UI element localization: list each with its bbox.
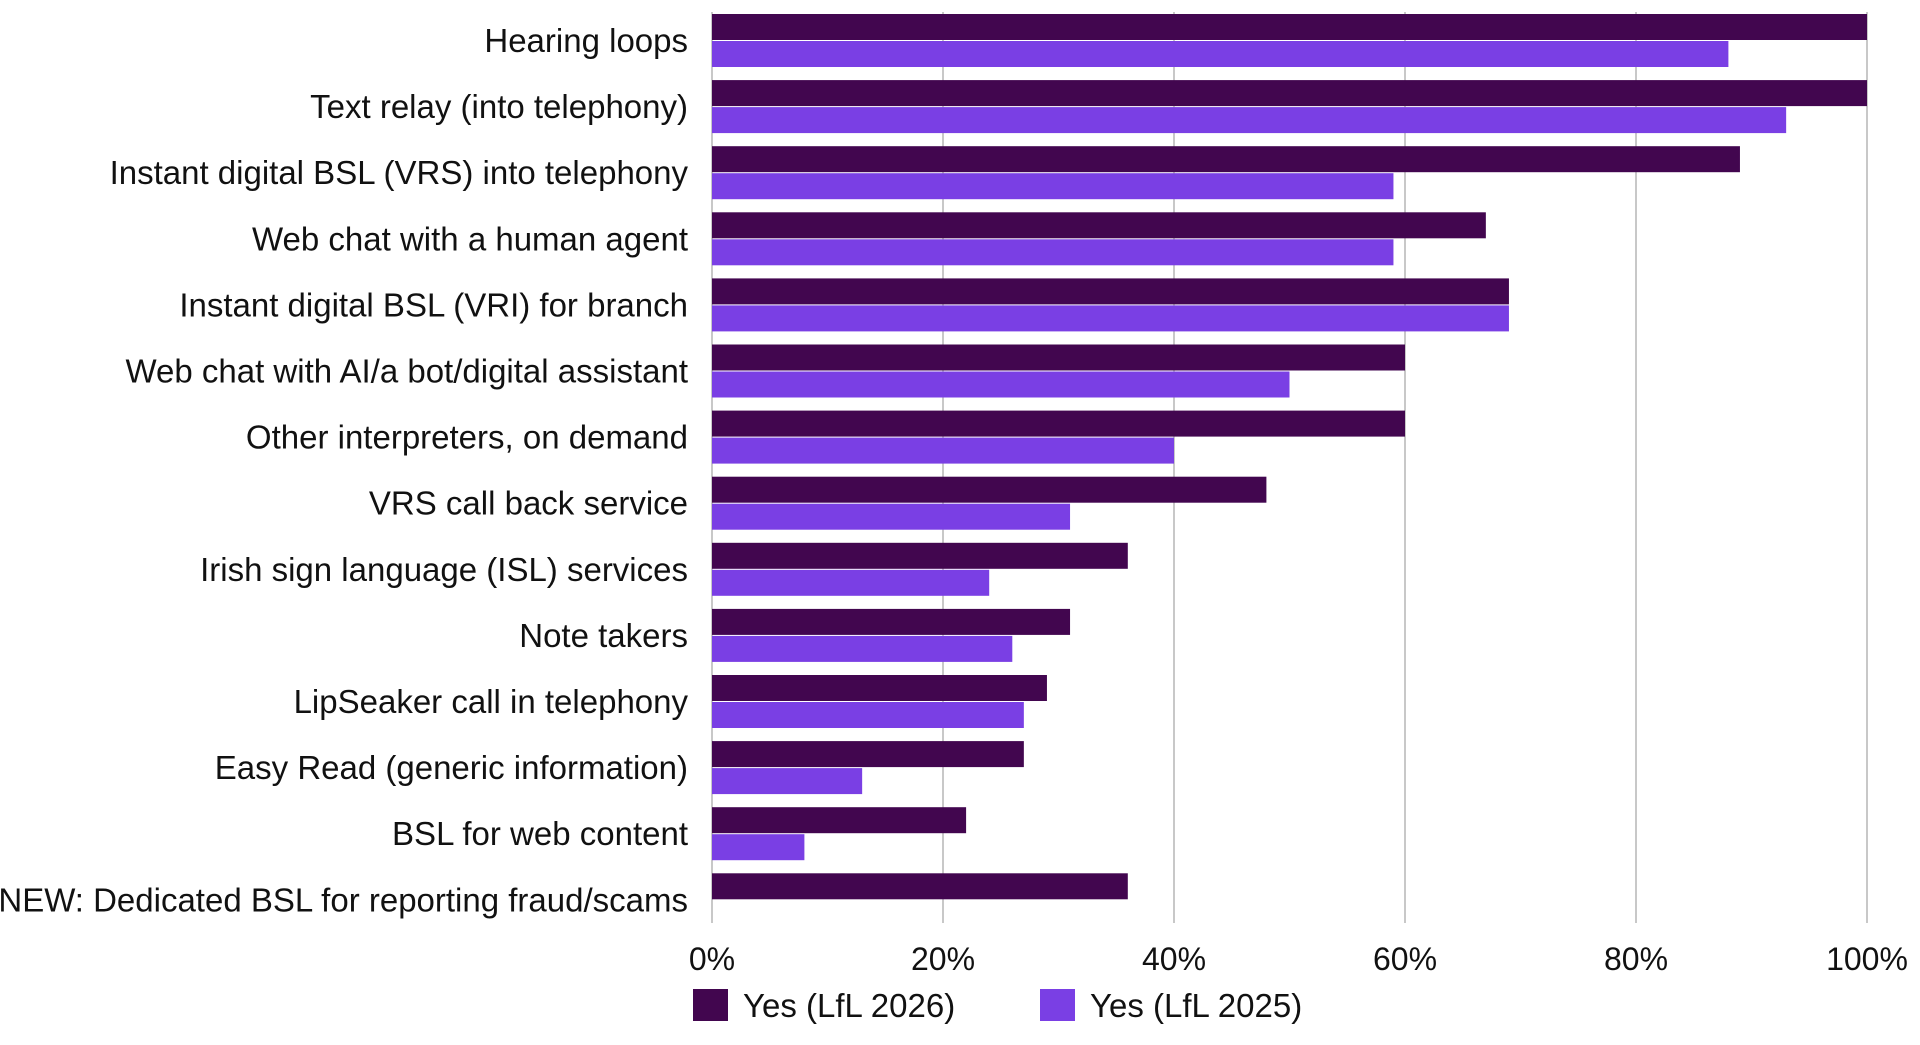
bar-lfl-2025 (712, 371, 1290, 398)
bar-lfl-2025 (712, 768, 863, 795)
bar-lfl-2026 (712, 14, 1867, 40)
category-label: Instant digital BSL (VRI) for branch (179, 286, 688, 323)
category-label: Web chat with a human agent (252, 220, 688, 257)
category-label: Hearing loops (484, 22, 688, 59)
bar-lfl-2026 (712, 344, 1405, 371)
x-tick-label: 0% (689, 941, 735, 977)
bar-lfl-2025 (712, 41, 1729, 67)
x-axis: 0% 20% 40% 60% 80% 100% (689, 941, 1908, 977)
bar-lfl-2025 (712, 569, 990, 596)
legend: Yes (LfL 2026) Yes (LfL 2025) (693, 987, 1302, 1024)
bar-lfl-2026 (712, 608, 1071, 635)
category-label: Other interpreters, on demand (246, 419, 688, 456)
bar-lfl-2026 (712, 741, 1024, 768)
bar-lfl-2025 (712, 635, 1013, 662)
bar-lfl-2026 (712, 873, 1128, 900)
bar-lfl-2026 (712, 542, 1128, 569)
x-tick-label: 80% (1604, 941, 1668, 977)
bar-lfl-2026 (712, 476, 1267, 503)
category-label: Irish sign language (ISL) services (200, 551, 688, 588)
bar-lfl-2025 (712, 107, 1787, 134)
bar-lfl-2025 (712, 503, 1071, 530)
category-label: Easy Read (generic information) (215, 749, 688, 786)
legend-swatch (1040, 989, 1075, 1021)
bar-lfl-2026 (712, 212, 1486, 239)
bar-lfl-2025 (712, 702, 1024, 728)
bar-lfl-2025 (712, 239, 1394, 266)
category-label: Web chat with AI/a bot/digital assistant (125, 353, 688, 390)
bar-lfl-2026 (712, 675, 1047, 701)
x-tick-label: 100% (1826, 941, 1908, 977)
category-label: VRS call back service (369, 485, 688, 522)
x-tick-label: 60% (1373, 941, 1437, 977)
bars (712, 14, 1867, 900)
bar-lfl-2025 (712, 305, 1509, 332)
category-labels: Hearing loops Text relay (into telephony)… (0, 22, 688, 918)
x-tick-label: 40% (1142, 941, 1206, 977)
legend-swatch (693, 989, 728, 1021)
category-label: BSL for web content (392, 815, 688, 852)
legend-label: Yes (LfL 2025) (1090, 987, 1302, 1024)
category-label: LipSeaker call in telephony (294, 683, 689, 720)
bar-lfl-2025 (712, 834, 805, 861)
category-label: Instant digital BSL (VRS) into telephony (110, 154, 689, 191)
bar-lfl-2025 (712, 437, 1174, 464)
x-tick-label: 20% (911, 941, 975, 977)
bar-lfl-2026 (712, 807, 967, 834)
category-label: NEW: Dedicated BSL for reporting fraud/s… (0, 881, 688, 918)
bar-lfl-2026 (712, 410, 1405, 437)
legend-label: Yes (LfL 2026) (743, 987, 955, 1024)
bar-lfl-2026 (712, 146, 1740, 173)
bar-lfl-2026 (712, 80, 1867, 107)
bar-lfl-2026 (712, 278, 1509, 305)
bar-lfl-2025 (712, 173, 1394, 200)
category-label: Note takers (519, 617, 688, 654)
category-label: Text relay (into telephony) (310, 88, 688, 125)
